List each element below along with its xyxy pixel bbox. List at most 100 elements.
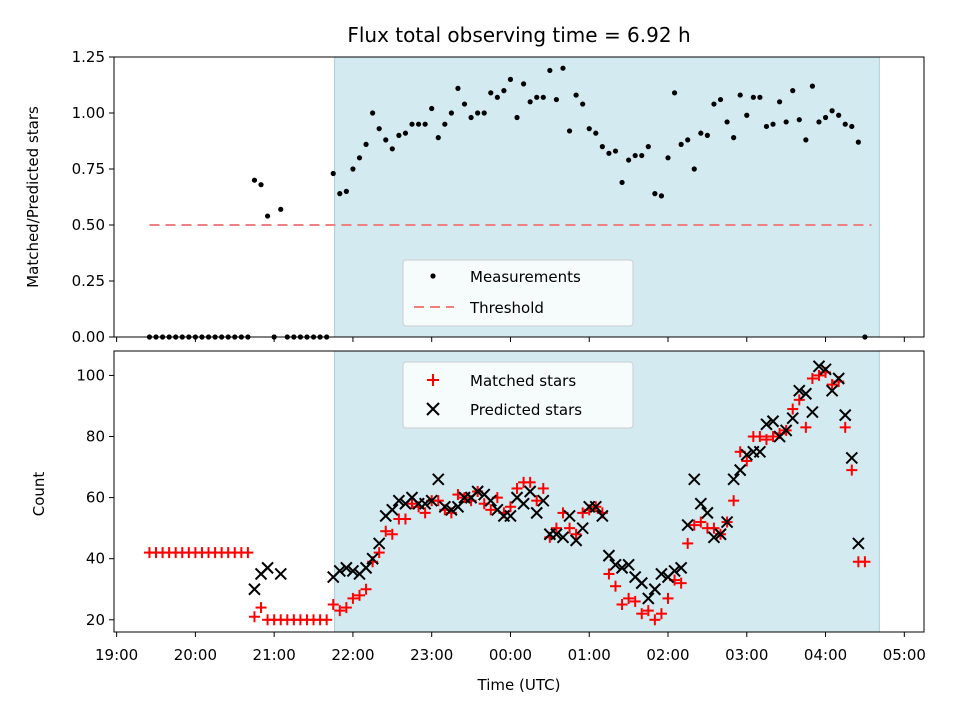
x-axis-label: Time (UTC) (477, 676, 561, 694)
chart-title: Flux total observing time = 6.92 h (347, 23, 690, 47)
measurement-point (698, 130, 704, 136)
measurement-point (442, 121, 448, 127)
predicted-star-point (799, 387, 813, 400)
matched-star-point (708, 522, 720, 534)
matched-star-point (629, 595, 641, 607)
predicted-star-point (537, 494, 550, 507)
matched-star-point (248, 611, 260, 623)
measurement-point (639, 152, 645, 159)
x-tick-label: 00:00 (489, 646, 532, 664)
measurement-point (776, 99, 783, 105)
predicted-star-point (786, 411, 799, 425)
legend-measurements-label: Measurements (470, 268, 581, 286)
matched-star-point (360, 583, 372, 595)
predicted-star-point (445, 503, 458, 517)
matched-star-point (623, 592, 635, 604)
measurement-point (566, 128, 573, 134)
matched-star-point (432, 495, 444, 507)
ratio-y-ticks: 0.00 0.25 0.50 0.75 1.00 1.25 (72, 48, 114, 346)
predicted-star-point (418, 497, 432, 510)
ratio-y-axis-label: Matched/Predicted stars (24, 106, 42, 288)
measurement-point (717, 96, 724, 103)
x-tick-label: 02:00 (646, 646, 689, 664)
predicted-star-point (812, 360, 826, 373)
measurement-point (599, 144, 605, 150)
measurement-point (731, 135, 737, 141)
measurement-point (593, 130, 599, 136)
measurement-point (783, 119, 789, 125)
measurement-point (665, 155, 671, 161)
matched-star-point (662, 592, 674, 604)
measurement-point (652, 191, 658, 197)
measurement-points (146, 65, 868, 340)
measurement-point (435, 135, 441, 141)
legend-measurements-marker (430, 273, 436, 279)
measurement-point (737, 92, 743, 98)
measurement-point (796, 117, 802, 123)
predicted-star-point (563, 509, 576, 523)
measurement-point (809, 83, 816, 89)
predicted-star-point (248, 583, 261, 596)
x-tick-label: 19:00 (95, 646, 138, 664)
measurement-point (527, 99, 533, 105)
x-tick-label: 21:00 (253, 646, 296, 664)
legend-matched-label: Matched stars (470, 372, 576, 390)
measurement-point (429, 105, 435, 112)
y-tick-label: 0.25 (72, 272, 105, 290)
matched-star-point (649, 614, 661, 626)
measurement-point (475, 110, 481, 116)
y-tick-label: 60 (86, 489, 105, 507)
ratio-panel-frame (113, 56, 925, 338)
measurement-point (258, 182, 264, 188)
measurement-point (645, 144, 651, 150)
measurement-point (376, 126, 382, 132)
predicted-star-point (648, 583, 662, 596)
matched-star-point (531, 495, 543, 507)
measurement-point (691, 166, 697, 172)
measurement-point (402, 130, 409, 136)
matched-star-point (636, 608, 648, 620)
y-tick-label: 1.25 (72, 48, 105, 66)
predicted-star-point (274, 567, 287, 581)
matched-star-point (373, 547, 385, 559)
matched-star-point (485, 504, 497, 516)
predicted-star-point (504, 509, 517, 523)
measurement-point (455, 85, 461, 91)
predicted-star-point (720, 515, 734, 529)
matched-star-point (347, 592, 359, 604)
y-tick-label: 100 (76, 366, 105, 384)
measurement-point (356, 155, 363, 161)
measurement-point (330, 170, 336, 177)
measurement-point (494, 94, 500, 100)
measurement-point (757, 94, 763, 100)
count-legend-box (402, 361, 634, 429)
measurement-point (836, 112, 842, 118)
matched-star-point (380, 525, 392, 537)
ratio-legend-box (402, 259, 634, 327)
matched-star-point (537, 482, 549, 494)
y-tick-label: 20 (86, 611, 105, 629)
matched-star-points (143, 366, 871, 626)
count-panel: 20 40 60 80 100 19:00 20:00 21:00 22:00 23:00 00:… (30, 350, 926, 694)
predicted-star-point (596, 509, 609, 523)
predicted-star-point (261, 561, 274, 575)
matched-star-point (570, 528, 582, 540)
matched-star-point (321, 614, 333, 626)
matched-star-point (813, 369, 825, 381)
matched-star-point (327, 599, 339, 611)
predicted-star-point (576, 521, 589, 535)
predicted-star-point (346, 564, 360, 578)
matched-star-point (577, 507, 589, 519)
predicted-star-point (760, 418, 773, 431)
measurement-point (704, 132, 710, 138)
measurement-point (770, 121, 776, 127)
measurement-point (278, 206, 284, 212)
predicted-star-point (806, 405, 819, 419)
measurement-point (816, 119, 822, 125)
measurement-point (422, 121, 428, 127)
measurement-point (560, 65, 566, 71)
y-tick-label: 0.50 (72, 216, 105, 234)
predicted-star-point (766, 415, 780, 428)
matched-star-point (511, 482, 523, 494)
matched-star-point (826, 379, 838, 391)
